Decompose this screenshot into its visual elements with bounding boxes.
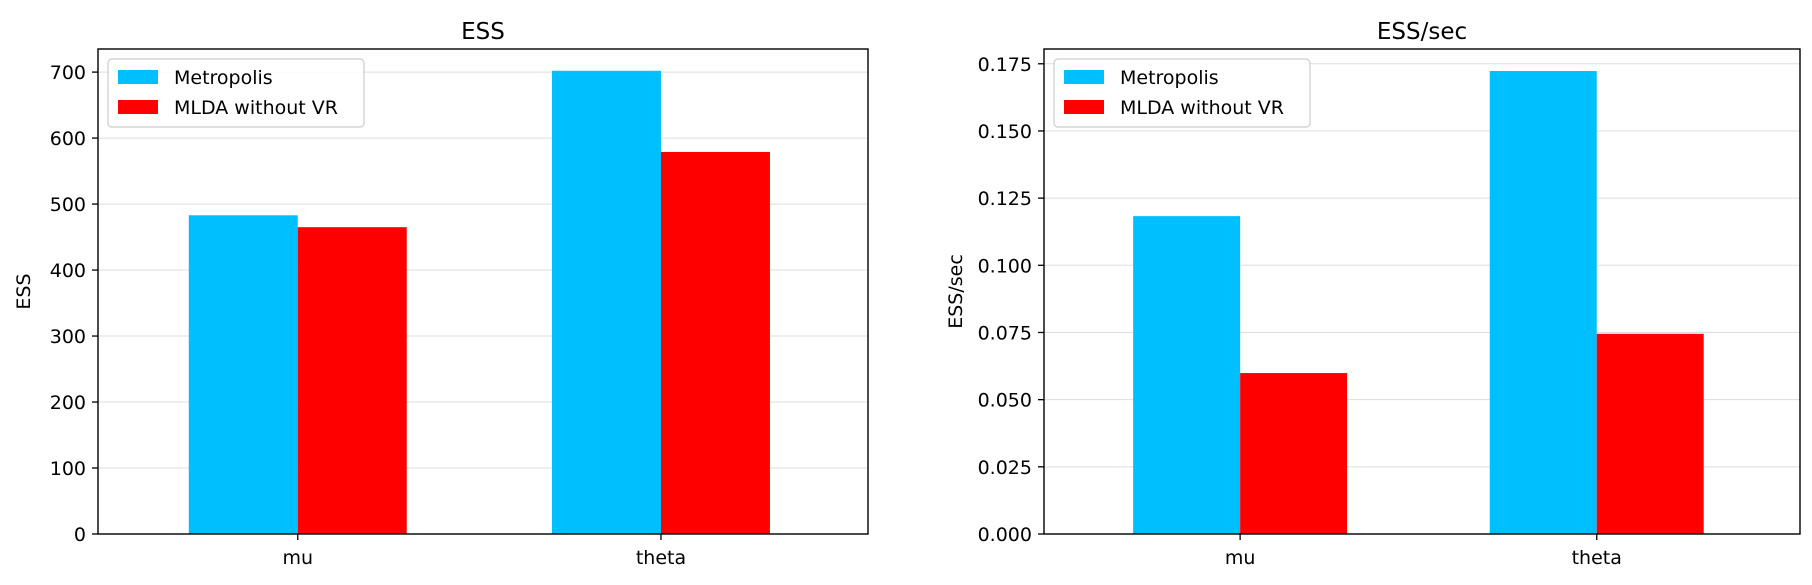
legend-swatch [1064,70,1104,84]
legend-label: Metropolis [174,67,273,89]
chart-title: ESS/sec [1377,19,1467,45]
chart-ess-per-sec: ESS/sec 0.000 0.025 0.050 0.075 0.100 0.125 0.1… [945,19,1801,569]
legend-label: MLDA without VR [1120,97,1284,119]
plot-frame [1043,48,1801,535]
x-tick-label: mu [282,547,313,569]
legend-swatch [118,70,158,84]
y-tick-label: 500 [50,194,86,216]
legend-box [1053,58,1311,128]
y-tick-label: 0.025 [978,457,1032,479]
y-tick-label: 0 [74,524,86,546]
bar-mu-1 [1240,373,1348,534]
plot-frame [97,48,869,535]
legend-label: MLDA without VR [174,97,338,119]
legend-swatch [1064,100,1104,114]
legend-swatch [118,100,158,114]
legend-label: Metropolis [1120,67,1219,89]
y-axis-label: ESS [13,273,35,309]
x-tick-label: mu [1225,547,1256,569]
bar-theta-0 [1489,71,1597,535]
bar-theta-1 [660,151,770,534]
y-tick-label: 0.100 [978,255,1032,277]
y-tick-label: 200 [50,392,86,414]
chart-title: ESS [461,19,505,45]
y-tick-label: 0.075 [978,322,1032,344]
legend-box [107,58,365,128]
bar-mu-0 [188,215,298,535]
y-tick-label: 0.125 [978,188,1032,210]
y-tick-label: 600 [50,128,86,150]
y-tick-label: 0.150 [978,121,1032,143]
y-tick-label: 400 [50,260,86,282]
y-tick-label: 0.050 [978,390,1032,412]
legend: Metropolis MLDA without VR [107,58,365,128]
y-tick-label: 300 [50,326,86,348]
bar-mu-0 [1133,216,1241,534]
bar-theta-1 [1596,333,1704,534]
y-tick-label: 100 [50,458,86,480]
chart-ess: ESS 0 100 200 300 400 500 600 700 mu theta ESS Metro… [13,19,869,569]
x-tick-label: theta [636,547,686,569]
bar-mu-1 [297,227,407,534]
y-tick-label: 0.000 [978,524,1032,546]
y-tick-label: 700 [50,62,86,84]
bar-theta-0 [552,70,661,534]
y-tick-label: 0.175 [978,54,1032,76]
legend: Metropolis MLDA without VR [1053,58,1311,128]
y-axis-label: ESS/sec [945,254,967,329]
x-tick-label: theta [1572,547,1622,569]
